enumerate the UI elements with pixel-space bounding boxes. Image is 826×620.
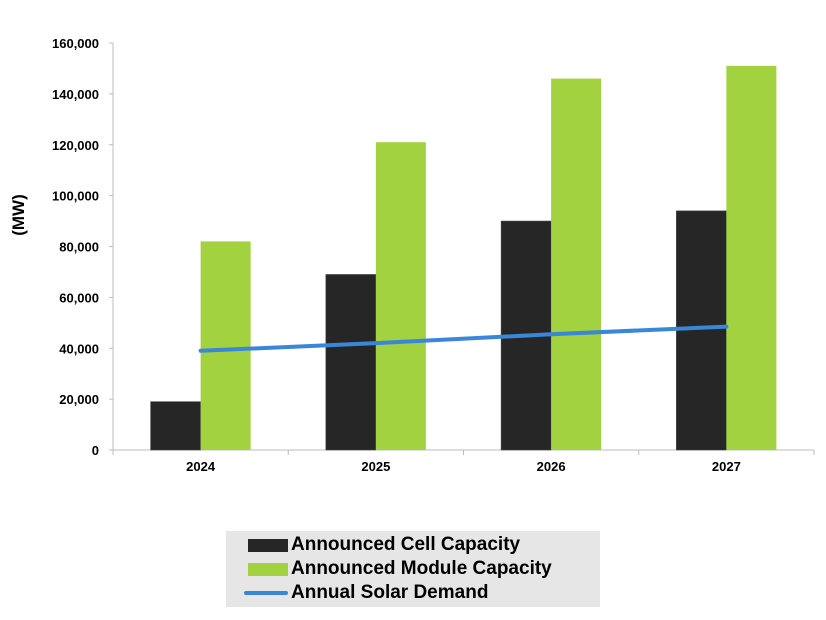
legend-item-cell: Announced Cell Capacity xyxy=(226,533,520,557)
legend-label-cell: Announced Cell Capacity xyxy=(291,534,521,555)
bar-module-2027 xyxy=(726,65,777,451)
lines xyxy=(198,324,729,353)
bar-module-2024 xyxy=(200,241,251,450)
y-tick-label: 140,000 xyxy=(52,87,99,102)
chart: 0 20,000 40,000 60,000 80,000 100,000 120,000 1… xyxy=(9,36,815,474)
legend-line-demand xyxy=(244,591,288,595)
y-tick-label: 100,000 xyxy=(52,189,99,204)
bar-module-2026 xyxy=(551,78,602,451)
y-tick-label: 120,000 xyxy=(52,138,99,153)
legend-label-demand: Annual Solar Demand xyxy=(291,582,489,603)
y-axis-label: (MW) xyxy=(9,194,28,236)
x-tick-label: 2025 xyxy=(361,459,390,474)
axes: 0 20,000 40,000 60,000 80,000 100,000 120,000 1… xyxy=(52,36,815,474)
y-tick-label: 160,000 xyxy=(52,36,99,51)
x-tick-label: 2026 xyxy=(537,459,566,474)
y-tick-label: 60,000 xyxy=(59,290,99,305)
line-annual-solar-demand xyxy=(198,324,729,353)
legend: Announced Cell Capacity Announced Module… xyxy=(226,531,600,607)
legend-item-demand: Annual Solar Demand xyxy=(226,581,488,605)
legend-item-module: Announced Module Capacity xyxy=(226,557,552,581)
bar-cell-2025 xyxy=(325,274,377,451)
x-tick-label: 2027 xyxy=(712,459,741,474)
bar-module-2025 xyxy=(375,142,426,451)
legend-swatch-module xyxy=(248,562,288,576)
y-tick-label: 0 xyxy=(92,443,99,458)
x-tick-label: 2024 xyxy=(186,459,216,474)
legend-label-module: Announced Module Capacity xyxy=(291,558,552,579)
y-tick-label: 20,000 xyxy=(59,392,99,407)
bar-cell-2024 xyxy=(150,401,201,451)
legend-swatch-cell xyxy=(248,538,288,552)
y-tick-label: 40,000 xyxy=(59,341,99,356)
bars xyxy=(150,65,777,451)
y-tick-label: 80,000 xyxy=(59,240,99,255)
